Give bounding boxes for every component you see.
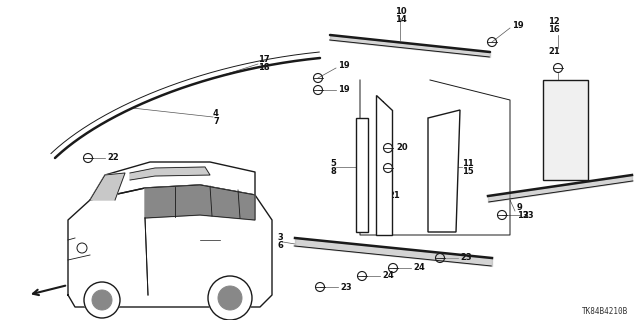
Text: 5: 5 bbox=[330, 158, 336, 167]
Text: 22: 22 bbox=[107, 154, 119, 163]
Circle shape bbox=[77, 243, 87, 253]
Text: 3: 3 bbox=[277, 234, 283, 243]
Text: 1: 1 bbox=[379, 100, 385, 109]
Text: 11: 11 bbox=[462, 158, 474, 167]
Text: 6: 6 bbox=[277, 242, 283, 251]
Text: 7: 7 bbox=[213, 116, 219, 125]
Polygon shape bbox=[90, 162, 255, 200]
Polygon shape bbox=[376, 95, 392, 235]
Text: 16: 16 bbox=[548, 26, 560, 35]
Text: 24: 24 bbox=[413, 263, 425, 273]
Text: 17: 17 bbox=[258, 55, 269, 65]
Text: 23: 23 bbox=[340, 283, 351, 292]
Text: 9: 9 bbox=[517, 203, 523, 212]
Polygon shape bbox=[90, 173, 125, 200]
Text: 4: 4 bbox=[213, 108, 219, 117]
Circle shape bbox=[92, 290, 112, 310]
FancyBboxPatch shape bbox=[543, 80, 588, 180]
Text: 10: 10 bbox=[395, 7, 406, 17]
Polygon shape bbox=[356, 118, 368, 232]
Text: 8: 8 bbox=[330, 166, 336, 175]
Text: 20: 20 bbox=[396, 143, 408, 153]
Text: 15: 15 bbox=[462, 166, 474, 175]
Text: 21: 21 bbox=[548, 47, 560, 57]
Text: 18: 18 bbox=[258, 63, 269, 73]
Circle shape bbox=[208, 276, 252, 320]
Circle shape bbox=[218, 286, 242, 310]
Text: 19: 19 bbox=[338, 85, 349, 94]
Text: 13: 13 bbox=[517, 211, 529, 220]
Text: 23: 23 bbox=[522, 211, 534, 220]
Text: 24: 24 bbox=[382, 271, 394, 281]
Text: FR.: FR. bbox=[72, 290, 90, 300]
Polygon shape bbox=[145, 185, 255, 220]
Circle shape bbox=[84, 282, 120, 318]
Text: TK84B4210B: TK84B4210B bbox=[582, 307, 628, 316]
Text: 19: 19 bbox=[338, 61, 349, 70]
Text: 19: 19 bbox=[512, 20, 524, 29]
Text: 21: 21 bbox=[388, 190, 400, 199]
Text: 2: 2 bbox=[379, 108, 385, 117]
Polygon shape bbox=[130, 167, 210, 180]
Text: 23: 23 bbox=[460, 253, 472, 262]
Polygon shape bbox=[428, 110, 460, 232]
Text: 12: 12 bbox=[548, 18, 560, 27]
Text: 14: 14 bbox=[395, 14, 407, 23]
Polygon shape bbox=[68, 185, 272, 307]
